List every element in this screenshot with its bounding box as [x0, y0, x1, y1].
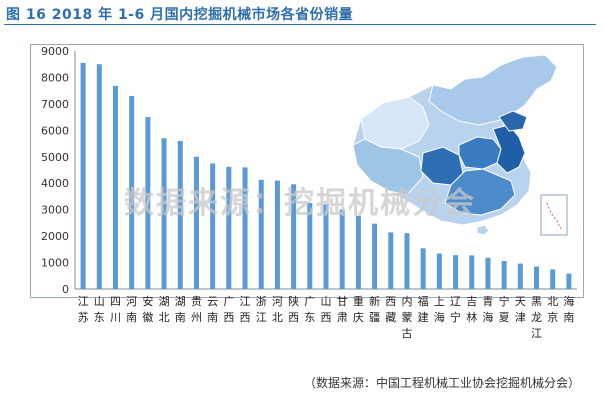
x-category-label: 重庆: [353, 294, 364, 324]
bar-28: [534, 266, 540, 289]
x-category-label: 山东: [94, 295, 105, 324]
bar-13: [291, 184, 297, 289]
bar-15: [323, 204, 329, 289]
x-category-label: 海南: [563, 294, 574, 324]
x-category-label: 甘肃: [337, 295, 348, 324]
bar-4: [145, 117, 151, 289]
bar-9: [226, 166, 232, 289]
x-category-label: 云南: [207, 295, 218, 324]
y-tick-label: 3000: [41, 204, 69, 217]
bar-25: [485, 257, 491, 289]
x-category-label: 四川: [110, 295, 121, 324]
bar-16: [339, 209, 345, 289]
bar-2: [112, 85, 118, 289]
bar-1: [96, 64, 102, 289]
bar-26: [501, 260, 507, 289]
x-category-label: 吉林: [466, 295, 477, 324]
x-category-label: 新疆: [369, 294, 380, 324]
bar-0: [80, 62, 86, 290]
bar-29: [550, 269, 556, 289]
bar-10: [242, 167, 248, 289]
china-province-map-image: [352, 54, 568, 236]
bar-8: [210, 163, 216, 289]
source-note: （数据来源：中国工程机械工业协会挖掘机械分会）: [303, 376, 580, 390]
x-category-label: 浙江: [256, 295, 267, 324]
y-tick-label: 5000: [41, 151, 69, 164]
chart-frame: 0 1000 2000 3000 4000 5000 6000 7000 8000 9000 江苏…: [30, 44, 584, 340]
x-category-label: 山西: [321, 295, 332, 324]
bar-11: [258, 179, 264, 289]
x-category-label: 贵州: [191, 295, 202, 324]
y-tick-label: 7000: [41, 98, 69, 111]
x-category-label: 江苏: [78, 295, 89, 324]
bar-18: [372, 223, 378, 289]
bar-20: [404, 233, 410, 289]
y-tick-label: 6000: [41, 124, 69, 137]
x-category-label: 辽宁: [450, 295, 461, 324]
china-map-region-northwest: [360, 96, 430, 150]
bar-6: [177, 140, 183, 289]
bar-14: [307, 203, 313, 289]
bar-22: [436, 253, 442, 289]
bar-3: [129, 95, 135, 289]
x-category-label: 福建: [418, 294, 429, 324]
china-map-region-south: [444, 168, 516, 216]
x-category-label: 江西: [240, 295, 251, 324]
map-south-sea-inset: [540, 194, 568, 236]
x-category-label: 广东: [304, 295, 315, 324]
china-map-hainan-island: [476, 224, 490, 236]
bar-7: [193, 156, 199, 289]
x-category-label: 安徽: [142, 294, 153, 324]
title-divider: [4, 24, 596, 25]
x-category-label: 青海: [482, 295, 493, 324]
bar-17: [355, 215, 361, 289]
bar-12: [274, 180, 280, 289]
china-map-region-shandong: [498, 110, 528, 132]
bar-24: [469, 255, 475, 289]
x-category-label: 陕西: [288, 294, 299, 324]
x-category-label: 西藏: [385, 295, 396, 324]
x-category-label: 河南: [126, 295, 137, 324]
x-category-label: 黑龙江: [531, 295, 542, 340]
china-map-region-north: [428, 54, 558, 126]
map-south-sea-inset-dashes: [546, 202, 562, 230]
bar-27: [517, 263, 523, 289]
bar-5: [161, 138, 167, 289]
y-axis: 0 1000 2000 3000 4000 5000 6000 7000 8000 9000: [41, 45, 577, 296]
x-category-label: 内蒙古: [401, 294, 412, 340]
china-map-region-central: [458, 136, 502, 170]
x-axis-labels: 江苏山东四川河南安徽湖北湖南贵州云南广西江西浙江河北陕西广东山西甘肃重庆新疆西藏…: [78, 294, 575, 340]
x-category-label: 湖北: [159, 295, 170, 324]
y-tick-label: 2000: [41, 230, 69, 243]
bar-chart: 0 1000 2000 3000 4000 5000 6000 7000 8000 9000 江苏…: [41, 45, 577, 340]
china-map-region-tibet: [352, 138, 424, 196]
y-tick-label: 1000: [41, 257, 69, 270]
y-tick-label: 9000: [41, 45, 69, 58]
x-category-label: 北京: [547, 295, 558, 324]
x-category-label: 湖南: [175, 295, 186, 324]
bar-21: [420, 248, 426, 289]
y-tick-label: 4000: [41, 177, 69, 190]
y-tick-label: 8000: [41, 71, 69, 84]
bar-23: [453, 255, 459, 289]
x-category-label: 宁夏: [499, 294, 510, 324]
x-category-label: 上海: [434, 295, 445, 324]
x-category-label: 天津: [515, 295, 526, 324]
y-tick-label: 0: [62, 283, 69, 296]
x-category-label: 广西: [223, 295, 234, 324]
bars: [80, 62, 572, 290]
figure-title: 图 16 2018 年 1-6 月国内挖掘机械市场各省份销量: [6, 7, 354, 23]
bar-30: [566, 273, 572, 289]
bar-19: [388, 232, 394, 289]
x-category-label: 河北: [272, 295, 283, 324]
